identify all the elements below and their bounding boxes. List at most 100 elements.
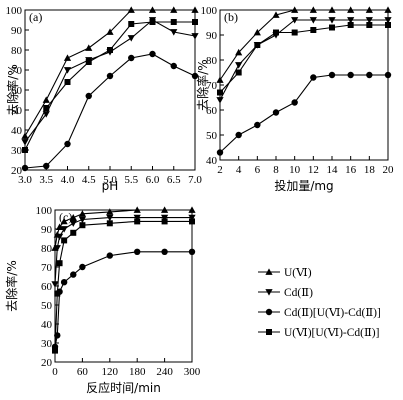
legend-marker: [265, 268, 273, 275]
data-point: [291, 29, 298, 36]
series-3: [51, 248, 196, 350]
y-tick-label: 20: [41, 357, 53, 369]
y-axis-label: 去除率/%: [195, 59, 210, 110]
data-point: [170, 19, 177, 25]
y-tick-label: 40: [41, 319, 53, 331]
x-tick-label: 8: [273, 164, 279, 176]
data-point: [78, 216, 86, 224]
data-point: [217, 89, 223, 96]
data-point: [347, 6, 355, 13]
data-point: [253, 28, 261, 36]
x-tick-label: 180: [129, 366, 146, 378]
data-point: [55, 233, 64, 241]
data-point: [192, 19, 198, 25]
data-point: [235, 69, 242, 76]
data-point: [106, 214, 114, 222]
data-point: [134, 218, 141, 225]
y-tick-label: 40: [206, 155, 218, 167]
series-line: [219, 9, 388, 81]
data-point: [51, 281, 59, 288]
data-point: [309, 6, 317, 13]
data-point: [107, 47, 113, 53]
data-point: [329, 24, 335, 31]
data-point: [366, 71, 373, 79]
data-point: [127, 35, 135, 42]
chart-panel-b: 2 4 6 8 10 12 14 16 18 20 40 50 60 70 80 90 100 投加量/mg 去除率…: [195, 5, 394, 193]
x-tick-label: 6: [255, 164, 261, 176]
data-point: [384, 17, 392, 24]
data-point: [216, 76, 224, 83]
data-point: [64, 79, 71, 85]
data-point: [366, 22, 373, 28]
series-4: [22, 19, 198, 153]
legend-item: U(Ⅵ)[U(Ⅵ)-Cd(Ⅱ)]: [258, 327, 379, 339]
legend-label: Cd(Ⅱ): [284, 287, 313, 299]
data-point: [21, 132, 29, 139]
x-axis-label: 反应时间/min: [86, 380, 161, 395]
data-point: [60, 226, 68, 233]
data-point: [21, 164, 29, 172]
y-tick-label: 90: [11, 25, 23, 37]
data-point: [106, 208, 114, 215]
y-tick-label: 50: [206, 130, 218, 142]
data-point: [191, 33, 199, 40]
series-1: [21, 6, 199, 139]
data-point: [134, 248, 141, 255]
legend-marker: [266, 329, 272, 335]
series-4: [52, 218, 195, 354]
y-tick-label: 70: [11, 65, 23, 77]
series-2: [21, 17, 199, 146]
legend-label: U(Ⅵ): [284, 267, 312, 279]
data-point: [69, 214, 77, 221]
y-tick-label: 60: [41, 281, 53, 293]
x-tick-label: 7.0: [188, 174, 202, 186]
x-tick-label: 0: [52, 366, 58, 378]
y-tick-label: 80: [11, 45, 23, 57]
y-axis-label: 去除率/%: [5, 64, 20, 115]
data-point: [347, 71, 354, 79]
data-point: [309, 17, 317, 24]
x-tick-label: 3.0: [18, 174, 32, 186]
x-axis-label: pH: [102, 179, 119, 193]
data-point: [291, 6, 299, 13]
series-line: [219, 24, 388, 93]
data-point: [63, 67, 72, 74]
data-point: [188, 206, 196, 213]
data-point: [70, 271, 77, 278]
x-tick-label: 10: [289, 164, 301, 176]
data-point: [53, 245, 61, 252]
series-line: [54, 209, 192, 249]
y-tick-label: 50: [41, 300, 53, 312]
x-tick-label: 18: [364, 164, 376, 176]
data-point: [55, 223, 64, 230]
data-point: [133, 206, 141, 213]
data-point: [149, 50, 156, 58]
data-point: [63, 54, 72, 61]
data-point: [273, 29, 279, 36]
data-point: [385, 22, 391, 28]
series-line: [54, 217, 192, 285]
data-point: [170, 29, 178, 36]
data-point: [161, 248, 168, 255]
series-line: [24, 21, 195, 151]
y-tick-label: 30: [41, 338, 53, 350]
legend-label: U(Ⅵ)[U(Ⅵ)-Cd(Ⅱ)]: [284, 327, 379, 339]
data-point: [128, 21, 135, 27]
data-point: [188, 214, 196, 222]
data-point: [189, 218, 195, 225]
data-point: [61, 237, 68, 244]
data-point: [188, 248, 196, 255]
x-tick-label: 120: [102, 366, 119, 378]
panel-label: (a): [29, 10, 42, 24]
data-point: [161, 218, 168, 225]
data-point: [21, 139, 29, 146]
data-point: [106, 252, 114, 259]
data-point: [149, 19, 156, 25]
series-line: [54, 220, 192, 351]
y-tick-label: 100: [6, 5, 23, 17]
data-point: [128, 54, 135, 62]
x-tick-label: 3.5: [39, 174, 53, 186]
data-point: [161, 206, 169, 213]
y-tick-label: 20: [11, 165, 23, 177]
